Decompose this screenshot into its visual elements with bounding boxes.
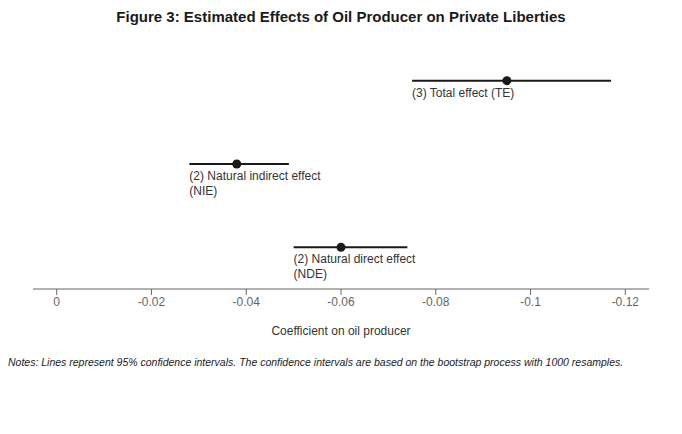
svg-text:(3) Total effect (TE): (3) Total effect (TE) (412, 86, 514, 100)
html-text:Notes: Lines represent 95% con: Notes: Lines represent 95% confidence in… (8, 356, 624, 368)
svg-text:0: 0 (53, 295, 60, 309)
svg-text:-0.12: -0.12 (612, 295, 640, 309)
svg-text:-0.04: -0.04 (233, 295, 261, 309)
svg-text:-0.08: -0.08 (422, 295, 450, 309)
svg-text:(2) Natural indirect effect(NI: (2) Natural indirect effect(NIE) (189, 169, 321, 198)
html-text:Figure 3: Estimated Effects of: Figure 3: Estimated Effects of Oil Produ… (116, 8, 566, 25)
svg-text:(2) Natural direct effect(NDE): (2) Natural direct effect(NDE) (294, 252, 416, 281)
svg-text:-0.02: -0.02 (138, 295, 166, 309)
svg-text:-0.1: -0.1 (520, 295, 541, 309)
svg-text:Coefficient on oil producer: Coefficient on oil producer (271, 324, 410, 338)
svg-text:-0.06: -0.06 (327, 295, 355, 309)
